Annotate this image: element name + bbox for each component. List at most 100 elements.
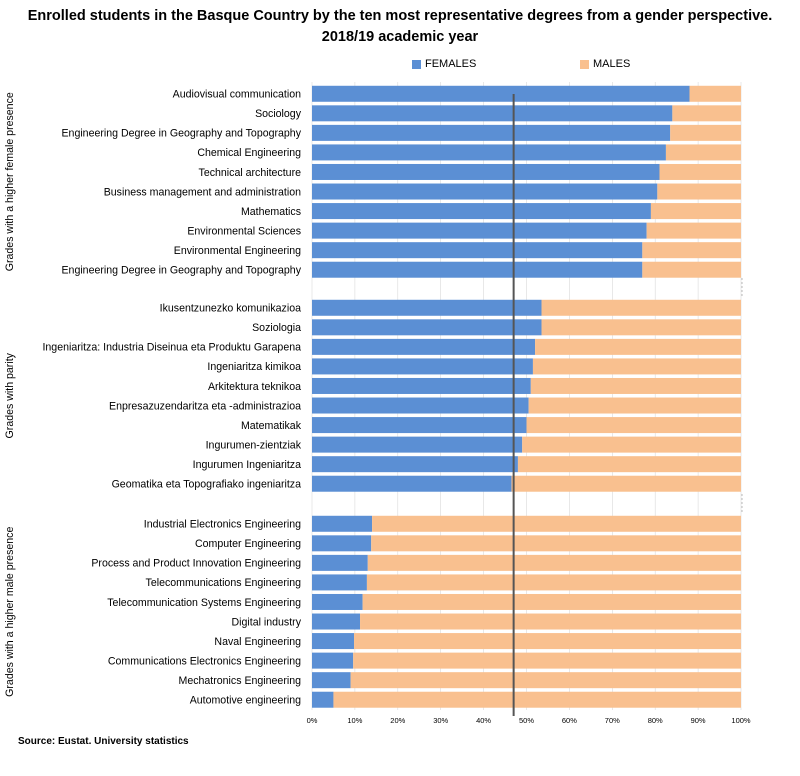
bar-males bbox=[522, 436, 741, 453]
bar-males bbox=[670, 124, 741, 141]
x-tick-label: 60% bbox=[562, 716, 577, 725]
bar-males bbox=[541, 299, 741, 316]
bar-females bbox=[312, 515, 373, 532]
x-tick-label: 20% bbox=[390, 716, 405, 725]
bar-females bbox=[312, 144, 666, 161]
bar-females bbox=[312, 554, 368, 571]
category-label: Ingurumen Ingeniaritza bbox=[193, 459, 301, 471]
bar-males bbox=[642, 261, 741, 278]
category-label: Sociology bbox=[255, 108, 302, 120]
x-tick-label: 30% bbox=[433, 716, 448, 725]
bar-males bbox=[659, 163, 741, 180]
category-label: Environmental Engineering bbox=[174, 245, 301, 257]
category-label: Chemical Engineering bbox=[197, 147, 301, 159]
category-label: Engineering Degree in Geography and Topo… bbox=[61, 265, 301, 277]
category-label: Arkitektura teknikoa bbox=[208, 381, 301, 393]
category-label: Telecommunications Engineering bbox=[146, 577, 302, 589]
legend-swatch-females bbox=[412, 59, 421, 69]
legend-item-males: MALES bbox=[580, 58, 630, 70]
bar-females bbox=[312, 338, 536, 355]
bar-females bbox=[312, 574, 367, 591]
bar-females bbox=[312, 633, 355, 650]
x-tick-label: 0% bbox=[307, 716, 318, 725]
bar-females bbox=[312, 397, 529, 414]
bar-females bbox=[312, 358, 533, 375]
legend-swatch-males bbox=[580, 59, 589, 69]
category-label: Communications Electronics Engineering bbox=[108, 655, 301, 667]
bar-males bbox=[333, 691, 741, 708]
bar-females bbox=[312, 613, 361, 630]
bar-females bbox=[312, 261, 643, 278]
chart-legend: FEMALES MALES bbox=[0, 58, 800, 74]
category-label: Digital industry bbox=[232, 616, 302, 628]
category-label: Mechatronics Engineering bbox=[179, 675, 302, 687]
bar-females bbox=[312, 124, 671, 141]
category-label: Business management and administration bbox=[104, 186, 301, 198]
bar-females bbox=[312, 163, 660, 180]
bar-males bbox=[526, 417, 741, 434]
bar-males bbox=[530, 377, 741, 394]
bar-females bbox=[312, 593, 363, 610]
x-tick-label: 80% bbox=[648, 716, 663, 725]
bar-males bbox=[350, 672, 741, 689]
category-label: Process and Product Innovation Engineeri… bbox=[91, 558, 301, 570]
bar-females bbox=[312, 691, 334, 708]
category-label: Ingurumen-zientziak bbox=[206, 439, 302, 451]
category-label: Mathematics bbox=[241, 206, 301, 218]
chart-title-line2: 2018/19 academic year bbox=[321, 29, 479, 45]
category-label: Engineering Degree in Geography and Topo… bbox=[61, 128, 301, 140]
bar-males bbox=[535, 338, 741, 355]
bar-males bbox=[354, 633, 741, 650]
bar-males bbox=[532, 358, 741, 375]
category-label: Audiovisual communication bbox=[173, 89, 301, 101]
category-label: Ingeniaritza kimikoa bbox=[207, 361, 301, 373]
legend-label-females: FEMALES bbox=[425, 58, 477, 70]
category-label: Computer Engineering bbox=[195, 538, 301, 550]
category-label: Technical architecture bbox=[199, 167, 302, 179]
chart-title-line1: Enrolled students in the Basque Country … bbox=[27, 8, 773, 24]
group-label: Grades with a higher male presence bbox=[4, 527, 16, 697]
category-label: Naval Engineering bbox=[214, 636, 301, 648]
bar-males bbox=[642, 242, 741, 259]
bar-females bbox=[312, 475, 512, 492]
bar-males bbox=[367, 554, 741, 571]
bar-males bbox=[371, 535, 741, 552]
x-tick-label: 50% bbox=[519, 716, 534, 725]
bar-females bbox=[312, 183, 658, 200]
bar-males bbox=[360, 613, 741, 630]
bar-males bbox=[657, 183, 741, 200]
bar-males bbox=[650, 203, 741, 220]
bar-females bbox=[312, 105, 673, 122]
bar-males bbox=[672, 105, 741, 122]
x-tick-label: 40% bbox=[476, 716, 491, 725]
bar-males bbox=[541, 319, 741, 336]
bar-males bbox=[528, 397, 741, 414]
bar-males bbox=[511, 475, 741, 492]
bar-males bbox=[665, 144, 741, 161]
bar-females bbox=[312, 652, 354, 669]
bar-males bbox=[366, 574, 741, 591]
category-label: Telecommunication Systems Engineering bbox=[107, 597, 301, 609]
x-tick-label: 70% bbox=[605, 716, 620, 725]
category-label: Ingeniaritza: Industria Diseinua eta Pro… bbox=[42, 342, 301, 354]
chart-title: Enrolled students in the Basque Country … bbox=[0, 6, 800, 48]
source-note: Source: Eustat. University statistics bbox=[18, 736, 189, 747]
legend-label-males: MALES bbox=[593, 58, 631, 70]
bar-males bbox=[646, 222, 741, 239]
bar-females bbox=[312, 299, 542, 316]
category-label: Industrial Electronics Engineering bbox=[144, 519, 301, 531]
bar-females bbox=[312, 222, 647, 239]
bar-females bbox=[312, 242, 643, 259]
x-tick-label: 100% bbox=[731, 716, 751, 725]
category-label: Matematikak bbox=[241, 420, 302, 432]
category-label: Soziologia bbox=[252, 322, 301, 334]
x-tick-label: 90% bbox=[691, 716, 706, 725]
bar-females bbox=[312, 203, 651, 220]
bar-males bbox=[517, 456, 741, 473]
category-label: Enpresazuzendaritza eta -administrazioa bbox=[109, 400, 301, 412]
category-label: Geomatika eta Topografiako ingeniaritza bbox=[112, 479, 302, 491]
category-label: Ikusentzunezko komunikazioa bbox=[160, 303, 301, 315]
category-label: Automotive engineering bbox=[190, 695, 301, 707]
bar-males bbox=[362, 593, 741, 610]
